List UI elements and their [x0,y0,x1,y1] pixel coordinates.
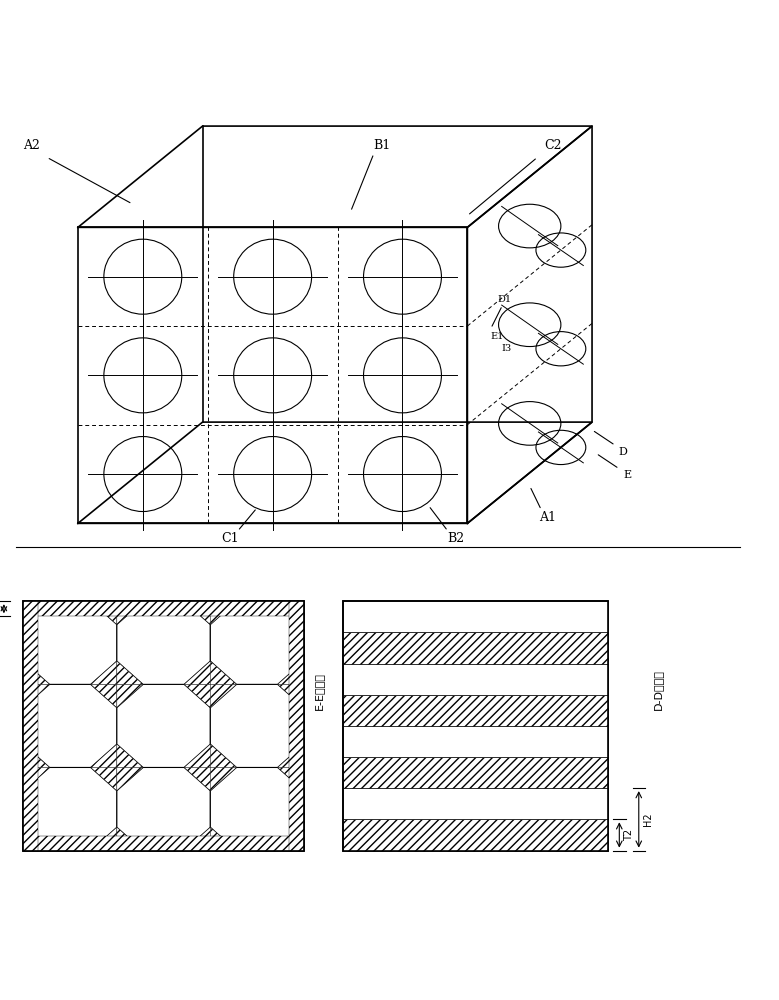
Polygon shape [117,767,210,851]
Polygon shape [23,744,50,767]
Bar [343,695,608,726]
Polygon shape [23,601,50,625]
Polygon shape [90,601,117,625]
Polygon shape [90,827,117,851]
Polygon shape [23,601,304,616]
Polygon shape [184,661,210,684]
Text: E-E剖面图: E-E剖面图 [315,672,324,710]
Polygon shape [23,767,50,791]
Polygon shape [117,601,210,684]
Polygon shape [90,744,117,767]
Text: C2: C2 [545,139,562,152]
Text: E1: E1 [490,332,504,341]
Polygon shape [210,601,237,625]
Polygon shape [117,827,143,851]
Polygon shape [23,827,50,851]
Text: T2: T2 [624,829,633,841]
Polygon shape [210,827,237,851]
Polygon shape [23,601,38,851]
Polygon shape [23,684,117,767]
Polygon shape [210,684,304,767]
Bar [343,601,608,851]
Polygon shape [184,767,210,791]
Polygon shape [277,767,304,791]
Text: D1: D1 [498,295,512,304]
Polygon shape [90,661,117,684]
Polygon shape [117,744,143,767]
Bar [23,601,304,851]
Polygon shape [277,684,304,708]
Text: A2: A2 [23,139,40,152]
Polygon shape [117,661,143,684]
Polygon shape [277,827,304,851]
Text: D: D [619,447,628,457]
Polygon shape [184,601,210,625]
Bar [343,601,608,851]
Polygon shape [90,684,117,708]
Polygon shape [210,744,237,767]
Polygon shape [210,601,304,684]
Polygon shape [117,601,143,625]
Polygon shape [117,684,210,767]
Polygon shape [210,684,237,708]
Polygon shape [210,767,304,851]
Polygon shape [289,601,304,851]
Text: A1: A1 [539,511,556,524]
Polygon shape [184,684,210,708]
Polygon shape [210,661,237,684]
Bar [343,664,608,695]
Text: B1: B1 [373,139,390,152]
Polygon shape [277,661,304,684]
Polygon shape [23,601,117,684]
Text: I3: I3 [501,344,512,353]
Polygon shape [117,684,143,708]
Bar [343,726,608,757]
Polygon shape [277,744,304,767]
Polygon shape [117,767,143,791]
Polygon shape [23,684,50,708]
Bar [23,601,304,851]
Bar [343,819,608,851]
Text: H2: H2 [643,813,653,826]
Polygon shape [184,827,210,851]
Bar [343,601,608,632]
Polygon shape [90,767,117,791]
Text: E: E [623,470,631,480]
Bar [343,788,608,819]
Polygon shape [277,601,304,625]
Polygon shape [23,767,117,851]
Text: D-D剖面图: D-D剖面图 [654,669,663,710]
Polygon shape [210,767,237,791]
Polygon shape [23,836,304,851]
Text: B2: B2 [447,532,464,545]
Polygon shape [184,744,210,767]
Polygon shape [23,661,50,684]
Bar [343,757,608,788]
Text: C1: C1 [221,532,238,545]
Bar [343,632,608,664]
